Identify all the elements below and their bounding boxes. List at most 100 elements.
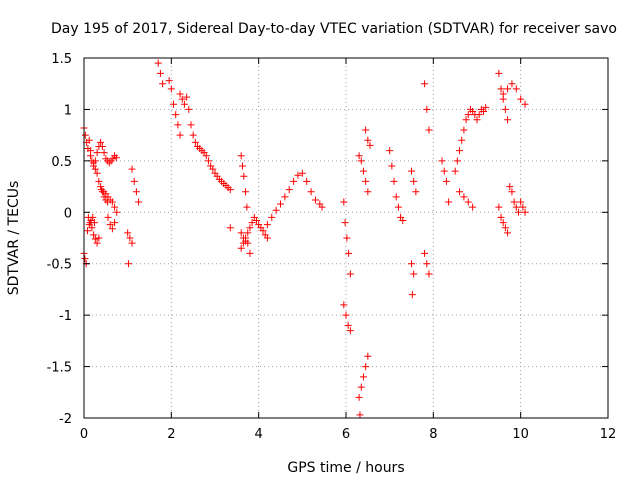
data-point [355, 393, 363, 401]
data-point [180, 100, 188, 108]
data-point [504, 229, 512, 237]
data-point [91, 165, 99, 173]
data-point [386, 147, 394, 155]
y-axis-label: SDTVAR / TECUs [6, 181, 22, 296]
data-point [130, 177, 138, 185]
data-point [425, 270, 433, 278]
data-point [246, 224, 254, 232]
data-point [445, 198, 453, 206]
data-point [90, 219, 98, 227]
y-tick-label: -1.5 [47, 361, 72, 376]
data-point [185, 105, 193, 113]
data-point [451, 167, 459, 175]
data-point [81, 131, 89, 139]
data-point [242, 188, 250, 196]
data-point [456, 188, 464, 196]
axis-ticks: 0 2 4 6 8 10 12 -2 -1.5 -1 -0.5 0 0.5 1 1.5 [47, 52, 617, 442]
data-point [512, 203, 520, 211]
data-point [508, 188, 516, 196]
data-point [480, 107, 488, 115]
data-point [178, 95, 186, 103]
x-tick-label: 2 [167, 427, 175, 442]
data-point [187, 121, 195, 129]
data-point [512, 85, 520, 93]
data-point [521, 208, 529, 216]
data-point [357, 383, 365, 391]
data-point [440, 167, 448, 175]
data-point [83, 227, 91, 235]
x-tick-label: 12 [600, 427, 617, 442]
data-point [506, 183, 514, 191]
data-point [95, 234, 103, 242]
data-point [93, 169, 101, 177]
data-point [246, 249, 254, 257]
data-point [460, 193, 468, 201]
data-point [364, 136, 372, 144]
data-point [311, 196, 319, 204]
y-tick-label: 0.5 [51, 155, 72, 170]
data-point [248, 219, 256, 227]
y-tick-label: -1 [59, 309, 72, 324]
data-point [244, 229, 252, 237]
data-point [87, 152, 95, 160]
data-point [355, 152, 363, 160]
data-point [174, 121, 182, 129]
data-point [442, 177, 450, 185]
data-point [132, 188, 140, 196]
data-point [462, 116, 470, 124]
data-point [307, 188, 315, 196]
data-point [126, 234, 134, 242]
data-point [366, 141, 374, 149]
data-point [90, 231, 98, 239]
data-point [458, 136, 466, 144]
data-point [268, 213, 276, 221]
data-point [237, 152, 245, 160]
data-point [298, 169, 306, 177]
data-point [343, 234, 351, 242]
data-point [106, 221, 114, 229]
data-point [421, 80, 429, 88]
data-point [499, 90, 507, 98]
data-point [359, 373, 367, 381]
data-point [340, 198, 348, 206]
chart-title: Day 195 of 2017, Sidereal Day-to-day VTE… [51, 21, 617, 37]
data-point [519, 203, 527, 211]
data-point [240, 172, 248, 180]
data-point [408, 167, 415, 175]
data-point [156, 69, 164, 77]
data-point [318, 203, 326, 211]
data-point [98, 142, 106, 150]
data-point [344, 321, 352, 329]
data-point [252, 217, 260, 225]
data-point [464, 111, 472, 119]
data-point [263, 221, 271, 229]
data-point [191, 138, 199, 146]
data-point [90, 162, 98, 170]
data-point [514, 208, 522, 216]
data-point [464, 198, 472, 206]
y-tick-label: 1.5 [51, 52, 72, 67]
y-tick-label: 1 [64, 103, 72, 118]
data-point [345, 249, 353, 257]
data-point [497, 213, 505, 221]
data-point [423, 260, 431, 268]
data-point [510, 198, 518, 206]
data-point [285, 186, 293, 194]
data-point [473, 116, 481, 124]
data-point [202, 152, 210, 160]
data-point [204, 157, 212, 165]
data-point [399, 217, 407, 225]
data-point [176, 131, 184, 139]
data-point [356, 411, 364, 419]
data-point [517, 198, 525, 206]
data-point [362, 363, 370, 371]
data-point [341, 219, 349, 227]
data-point [294, 171, 302, 179]
x-tick-label: 4 [255, 427, 263, 442]
data-point [521, 100, 529, 108]
data-point [189, 131, 197, 139]
data-point [495, 203, 503, 211]
data-point [159, 80, 167, 88]
data-point [170, 100, 178, 108]
